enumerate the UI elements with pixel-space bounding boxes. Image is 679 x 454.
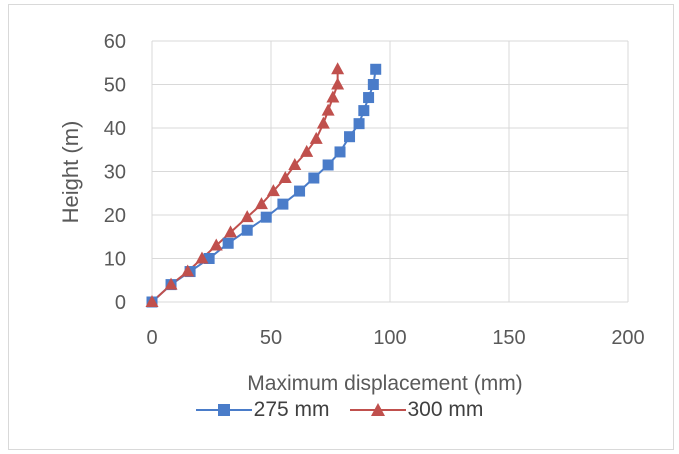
legend: 275 mm 300 mm xyxy=(0,398,679,422)
legend-key-triangle xyxy=(349,403,406,416)
y-tick-label: 60 xyxy=(104,31,126,53)
data-point-square xyxy=(358,105,370,117)
data-point-square xyxy=(294,185,306,197)
x-tick-labels: 0 50 100 150 200 xyxy=(146,327,644,349)
legend-item-300: 300 mm xyxy=(349,398,484,422)
y-tick-label: 50 xyxy=(104,75,126,97)
data-point-triangle xyxy=(300,144,314,157)
x-tick-label: 50 xyxy=(260,327,282,349)
x-tick-label: 200 xyxy=(611,327,644,349)
x-tick-label: 150 xyxy=(492,327,525,349)
data-point-triangle xyxy=(331,62,345,75)
data-point-triangle xyxy=(288,157,302,170)
y-tick-label: 20 xyxy=(104,205,126,227)
data-point-square xyxy=(308,172,320,184)
y-tick-label: 10 xyxy=(104,249,126,271)
data-point-square xyxy=(260,211,272,223)
data-point-triangle xyxy=(240,210,254,223)
data-point-triangle xyxy=(326,90,340,103)
x-tick-label: 100 xyxy=(373,327,406,349)
data-point-square xyxy=(370,63,382,75)
data-point-triangle xyxy=(309,131,323,144)
legend-label-300: 300 mm xyxy=(407,398,484,421)
y-tick-labels: 0 10 20 30 40 50 60 xyxy=(104,31,126,314)
data-point-triangle xyxy=(164,277,178,290)
data-point-square xyxy=(203,253,215,264)
series-line-1 xyxy=(151,69,339,303)
data-point-square xyxy=(322,159,334,171)
x-axis-label: Maximum displacement (mm) xyxy=(247,372,522,395)
data-point-triangle xyxy=(316,116,330,129)
y-tick-label: 30 xyxy=(104,162,126,184)
data-point-triangle xyxy=(278,171,292,184)
data-point-square xyxy=(363,92,375,104)
data-point-square xyxy=(344,131,356,143)
chart-frame xyxy=(8,4,674,450)
data-point-triangle xyxy=(266,184,280,197)
data-point-square xyxy=(334,146,346,158)
y-tick-label: 40 xyxy=(104,118,126,140)
data-point-square xyxy=(277,198,289,210)
data-point-triangle xyxy=(224,225,238,238)
y-tick-label: 0 xyxy=(115,292,126,314)
legend-key-square xyxy=(195,404,252,416)
data-point-triangle xyxy=(181,264,195,277)
data-point-square xyxy=(241,224,253,236)
data-point-square xyxy=(353,118,365,130)
grid-lines xyxy=(151,40,629,303)
data-point-triangle xyxy=(331,77,345,90)
data-point-triangle xyxy=(321,103,335,116)
series-markers xyxy=(145,62,382,308)
data-point-square xyxy=(222,237,234,249)
data-point-triangle xyxy=(209,238,223,251)
y-axis-label: Height (m) xyxy=(58,121,83,224)
data-point-triangle xyxy=(195,251,209,264)
data-point-triangle xyxy=(145,295,159,307)
legend-item-275: 275 mm xyxy=(195,398,330,422)
x-tick-label: 0 xyxy=(146,327,157,349)
data-point-triangle xyxy=(254,197,268,210)
data-point-square xyxy=(367,79,379,90)
legend-label-275: 275 mm xyxy=(253,398,330,421)
